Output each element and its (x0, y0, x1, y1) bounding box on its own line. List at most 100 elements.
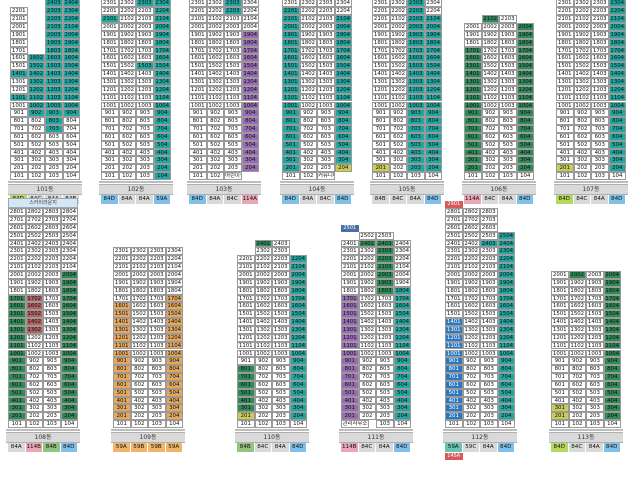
unit-cell[interactable]: 2302 (130, 247, 148, 256)
unit-cell[interactable]: 102 (25, 420, 43, 428)
unit-cell[interactable]: 2104 (289, 263, 307, 271)
unit-cell[interactable]: 104 (497, 420, 515, 428)
unit-cell[interactable]: 703 (43, 373, 61, 381)
unit-cell[interactable]: 2301 (341, 247, 359, 256)
unit-cell[interactable]: 1504 (497, 310, 515, 319)
unit-cell[interactable]: 1601 (10, 54, 28, 63)
unit-cell[interactable]: 2102 (462, 263, 480, 271)
unit-cell[interactable]: 204 (497, 412, 515, 421)
unit-cell[interactable]: 1203 (272, 333, 290, 342)
unit-cell[interactable]: 2204 (241, 7, 259, 16)
unit-cell[interactable]: 401 (464, 148, 482, 157)
unit-cell[interactable]: 603 (407, 132, 425, 141)
unit-cell[interactable]: 1003 (272, 349, 290, 358)
unit-cell[interactable]: 902 (481, 109, 499, 118)
unit-cell[interactable]: 1104 (165, 341, 183, 350)
unit-cell[interactable]: 1902 (389, 30, 407, 39)
unit-cell[interactable]: 303 (43, 404, 61, 413)
unit-cell[interactable]: 601 (464, 132, 482, 141)
unit-cell[interactable]: 502 (254, 388, 272, 397)
unit-cell[interactable]: 2001 (445, 271, 463, 279)
unit-cell[interactable]: 1402 (206, 70, 224, 78)
unit-cell[interactable]: 1704 (60, 294, 78, 303)
unit-cell[interactable]: 601 (282, 132, 300, 141)
unit-cell[interactable]: 1401 (372, 70, 390, 78)
unit-cell[interactable]: 603 (43, 380, 61, 389)
unit-cell[interactable]: 2201 (372, 7, 390, 16)
unit-cell[interactable]: 603 (272, 380, 290, 389)
unit-cell[interactable]: 701 (113, 373, 131, 381)
unit-cell[interactable]: 101 (282, 172, 300, 180)
unit-cell[interactable]: 2803 (480, 208, 498, 217)
unit-cell[interactable]: 1601 (282, 54, 300, 63)
unit-cell[interactable]: 103 (480, 420, 498, 428)
unit-cell[interactable]: 1402 (573, 70, 591, 78)
unit-cell[interactable]: 2202 (389, 7, 407, 16)
unit-cell[interactable]: 903 (45, 109, 63, 118)
unit-cell[interactable]: 801 (237, 365, 255, 374)
unit-cell[interactable]: 901 (10, 109, 28, 118)
unit-cell[interactable]: 2702 (462, 216, 480, 224)
unit-cell[interactable]: 202 (118, 164, 136, 173)
unit-cell[interactable]: 801 (551, 365, 569, 374)
unit-cell[interactable]: 702 (25, 373, 43, 381)
unit-cell[interactable]: 402 (389, 148, 407, 157)
unit-cell[interactable]: 904 (393, 357, 411, 366)
unit-cell[interactable]: 1802 (254, 286, 272, 295)
unit-cell[interactable]: 2204 (153, 7, 171, 16)
unit-cell[interactable]: 1504 (603, 310, 621, 319)
unit-cell[interactable]: 1701 (372, 46, 390, 55)
unit-cell[interactable]: 1001 (372, 101, 390, 110)
unit-cell[interactable]: 1501 (341, 310, 359, 319)
unit-cell[interactable]: 803 (376, 365, 394, 374)
unit-cell[interactable]: 2001 (113, 271, 131, 279)
unit-cell[interactable]: 501 (464, 140, 482, 149)
unit-cell[interactable]: 2101 (101, 15, 119, 23)
unit-cell[interactable]: 804 (60, 365, 78, 374)
unit-cell[interactable]: 102 (130, 420, 148, 428)
unit-cell[interactable]: 102 (481, 172, 499, 180)
unit-cell[interactable]: 801 (282, 117, 300, 126)
unit-cell[interactable]: 1203 (591, 85, 609, 94)
unit-cell[interactable]: 2403 (376, 239, 394, 248)
unit-cell[interactable]: 204 (603, 412, 621, 421)
unit-cell[interactable]: 1203 (224, 85, 242, 94)
unit-cell[interactable]: 1603 (272, 302, 290, 311)
unit-cell[interactable]: 104 (603, 420, 621, 428)
unit-cell[interactable]: 604 (62, 132, 80, 141)
unit-cell[interactable]: 1801 (556, 38, 574, 47)
unit-cell[interactable]: 1502 (27, 62, 45, 71)
unit-cell[interactable]: 2801 (445, 208, 463, 217)
unit-cell[interactable]: 903 (317, 109, 335, 118)
unit-cell[interactable]: 1603 (224, 54, 242, 63)
unit-cell[interactable]: 2004 (497, 271, 515, 279)
unit-cell[interactable]: 2303 (591, 0, 609, 8)
unit-cell[interactable]: 203 (317, 164, 335, 173)
unit-cell[interactable]: 102 (568, 420, 586, 428)
unit-cell[interactable]: 601 (556, 132, 574, 141)
unit-cell[interactable]: 1302 (462, 325, 480, 334)
unit-cell[interactable]: 703 (272, 373, 290, 381)
unit-cell[interactable]: 2103 (480, 263, 498, 271)
unit-cell[interactable]: 303 (499, 156, 517, 165)
unit-cell[interactable]: 1404 (60, 318, 78, 326)
unit-cell[interactable]: 902 (568, 357, 586, 366)
unit-cell[interactable]: 1102 (25, 341, 43, 350)
unit-cell[interactable]: 503 (591, 140, 609, 149)
unit-cell[interactable]: 1301 (113, 325, 131, 334)
unit-cell[interactable]: 702 (568, 373, 586, 381)
unit-cell[interactable]: 2004 (424, 23, 442, 31)
unit-cell[interactable]: 2101 (282, 15, 300, 23)
unit-cell[interactable]: 502 (206, 140, 224, 149)
unit-cell[interactable]: 301 (556, 156, 574, 165)
unit-cell[interactable]: 404 (241, 148, 259, 157)
unit-cell[interactable]: 603 (148, 380, 166, 389)
unit-cell[interactable]: 1902 (462, 278, 480, 287)
unit-cell[interactable]: 902 (462, 357, 480, 366)
unit-cell[interactable]: 1001 (556, 101, 574, 110)
unit-cell[interactable]: 1802 (481, 38, 499, 47)
unit-cell[interactable]: 1103 (586, 341, 604, 350)
unit-cell[interactable]: 403 (224, 148, 242, 157)
unit-cell[interactable]: 804 (334, 117, 352, 126)
unit-cell[interactable]: 204 (60, 412, 78, 421)
